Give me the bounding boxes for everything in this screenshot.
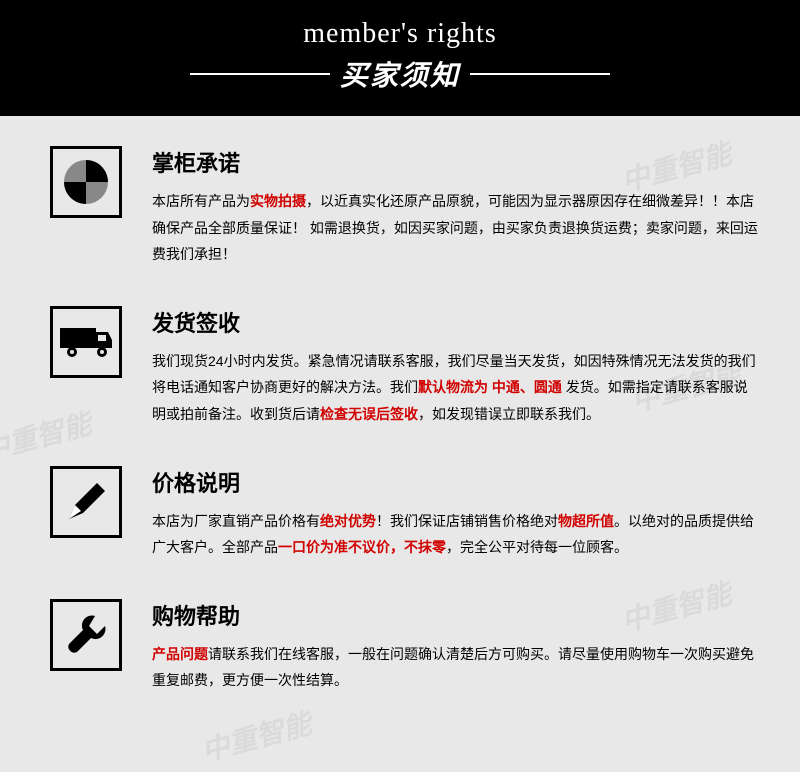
pie-icon [50,146,122,218]
body-text: 请联系我们在线客服，一般在问题确认清楚后方可购买。请尽量使用购物车一次购买避免重… [152,646,754,689]
highlight-text: 产品问题 [152,646,208,662]
highlight-text: 检查无误后签收 [320,406,418,422]
wrench-icon [50,599,122,671]
text-block: 价格说明本店为厂家直销产品价格有绝对优势！我们保证店铺销售价格绝对物超所值。以绝… [152,466,760,561]
header-title-cn: 买家须知 [340,54,460,94]
pen-icon [50,466,122,538]
section-title: 掌柜承诺 [152,146,760,178]
page-header: member's rights 买家须知 [0,0,800,116]
highlight-text: 一口价为准不议价，不抹零 [278,539,446,555]
section: 掌柜承诺本店所有产品为实物拍摄，以近真实化还原产品原貌，可能因为显示器原因存在细… [40,146,760,268]
section: 购物帮助产品问题请联系我们在线客服，一般在问题确认清楚后方可购买。请尽量使用购物… [40,599,760,694]
section-title: 价格说明 [152,466,760,498]
body-text: ，完全公平对待每一位顾客。 [446,539,628,555]
divider-right [470,73,610,75]
highlight-text: 绝对优势 [320,513,376,529]
section-body: 本店所有产品为实物拍摄，以近真实化还原产品原貌，可能因为显示器原因存在细微差异！… [152,188,760,268]
header-title-en: member's rights [0,18,800,50]
text-block: 购物帮助产品问题请联系我们在线客服，一般在问题确认清楚后方可购买。请尽量使用购物… [152,599,760,694]
highlight-text: 实物拍摄 [250,193,306,209]
section-body: 本店为厂家直销产品价格有绝对优势！我们保证店铺销售价格绝对物超所值。以绝对的品质… [152,508,760,561]
highlight-text: 物超所值 [558,513,614,529]
highlight-text: 默认物流为 中通、圆通 [418,379,562,395]
divider-left [190,73,330,75]
text-block: 发货签收我们现货24小时内发货。紧急情况请联系客服，我们尽量当天发货，如因特殊情… [152,306,760,428]
body-text: 本店为厂家直销产品价格有 [152,513,320,529]
section: 价格说明本店为厂家直销产品价格有绝对优势！我们保证店铺销售价格绝对物超所值。以绝… [40,466,760,561]
section-title: 购物帮助 [152,599,760,631]
header-cn-row: 买家须知 [0,54,800,94]
body-text: 本店所有产品为 [152,193,250,209]
section-body: 我们现货24小时内发货。紧急情况请联系客服，我们尽量当天发货，如因特殊情况无法发… [152,348,760,428]
watermark: 中重智能 [197,702,316,770]
section-title: 发货签收 [152,306,760,338]
section-body: 产品问题请联系我们在线客服，一般在问题确认清楚后方可购买。请尽量使用购物车一次购… [152,641,760,694]
section: 发货签收我们现货24小时内发货。紧急情况请联系客服，我们尽量当天发货，如因特殊情… [40,306,760,428]
content-area: 中重智能中重智能中重智能中重智能中重智能掌柜承诺本店所有产品为实物拍摄，以近真实… [0,116,800,772]
body-text: ，如发现错误立即联系我们。 [418,406,600,422]
van-icon [50,306,122,378]
body-text: ！我们保证店铺销售价格绝对 [376,513,558,529]
text-block: 掌柜承诺本店所有产品为实物拍摄，以近真实化还原产品原貌，可能因为显示器原因存在细… [152,146,760,268]
